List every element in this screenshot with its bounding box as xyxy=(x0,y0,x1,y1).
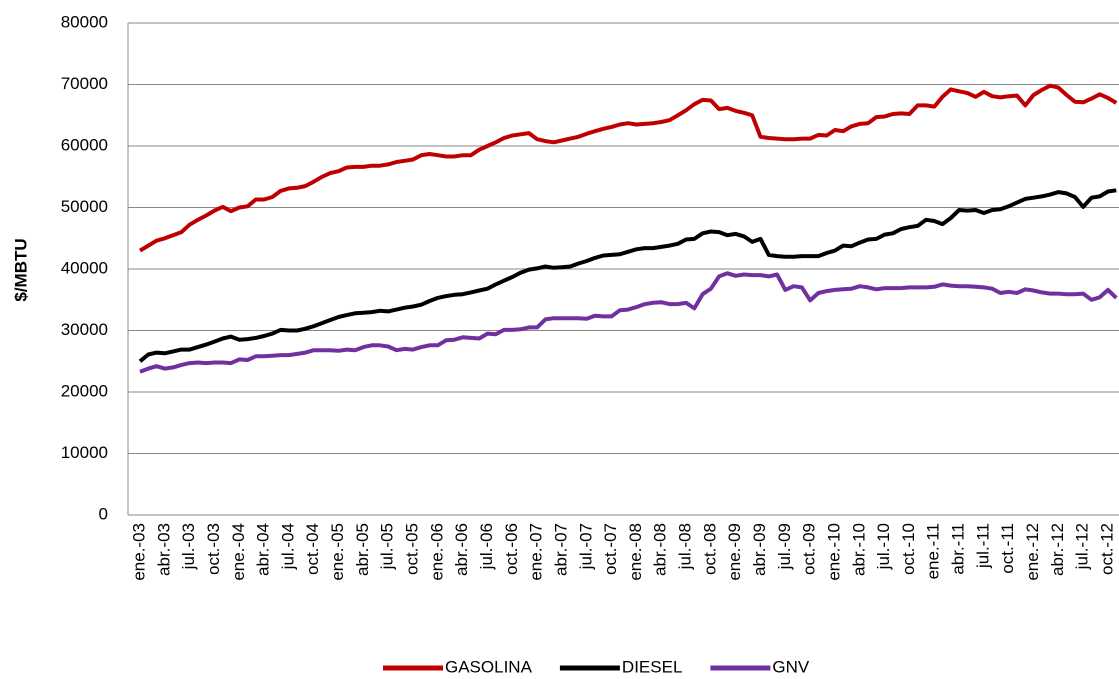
x-tick-label: ene.-12 xyxy=(1023,523,1042,581)
legend-label: GASOLINA xyxy=(445,657,533,676)
line-series xyxy=(139,271,1118,374)
x-tick-label: oct.-10 xyxy=(899,523,918,575)
x-tick-label: ene.-08 xyxy=(626,523,645,581)
x-tick-label: ene.-09 xyxy=(725,523,744,581)
x-tick-label: oct.-09 xyxy=(800,523,819,575)
y-tick-label: 0 xyxy=(99,504,108,523)
x-tick-label: jul.-09 xyxy=(775,523,794,570)
x-tick-label: ene.-11 xyxy=(924,523,943,579)
x-tick-label: ene.-05 xyxy=(328,523,347,581)
x-tick-label: abr.-03 xyxy=(154,523,173,576)
x-tick-label: jul.-11 xyxy=(973,523,992,569)
x-tick-label: oct.-11 xyxy=(998,523,1017,574)
legend-label: DIESEL xyxy=(622,657,682,676)
x-tick-label: oct.-08 xyxy=(700,523,719,575)
y-tick-label: 30000 xyxy=(61,320,108,339)
x-tick-label: ene.-10 xyxy=(824,523,843,581)
line-series xyxy=(138,188,1117,363)
y-axis-title: $/MBTU xyxy=(11,238,30,301)
x-tick-label: abr.-07 xyxy=(551,523,570,576)
y-tick-label: 10000 xyxy=(61,443,108,462)
x-tick-label: ene.-07 xyxy=(527,523,546,581)
x-tick-label: oct.-03 xyxy=(204,523,223,575)
x-tick-label: abr.-04 xyxy=(254,523,273,576)
x-tick-label: abr.-05 xyxy=(353,523,372,576)
x-tick-label: abr.-11 xyxy=(949,523,968,575)
y-tick-label: 60000 xyxy=(61,135,108,154)
x-tick-label: abr.-08 xyxy=(651,523,670,576)
x-tick-label: oct.-05 xyxy=(403,523,422,575)
x-tick-label: jul.-06 xyxy=(477,523,496,570)
legend-label: GNV xyxy=(772,657,810,676)
y-tick-label: 50000 xyxy=(61,197,108,216)
line-series xyxy=(138,83,1118,253)
x-tick-label: oct.-07 xyxy=(601,523,620,575)
x-tick-label: jul.-08 xyxy=(676,523,695,570)
x-tick-label: jul.-03 xyxy=(179,523,198,570)
x-tick-label: jul.-05 xyxy=(378,523,397,570)
x-tick-label: jul.-10 xyxy=(874,523,893,570)
x-tick-label: oct.-12 xyxy=(1097,523,1116,575)
y-tick-label: 40000 xyxy=(61,258,108,277)
x-tick-label: abr.-09 xyxy=(750,523,769,576)
x-tick-label: ene.-04 xyxy=(229,523,248,581)
y-tick-label: 70000 xyxy=(61,74,108,93)
x-tick-label: abr.-10 xyxy=(849,523,868,576)
x-tick-label: ene.-06 xyxy=(427,523,446,581)
x-tick-label: jul.-04 xyxy=(278,523,297,570)
y-tick-label: 20000 xyxy=(61,381,108,400)
x-tick-label: ene.-03 xyxy=(129,523,148,581)
x-tick-label: abr.-06 xyxy=(452,523,471,576)
x-tick-label: jul.-12 xyxy=(1073,523,1092,570)
x-tick-label: oct.-04 xyxy=(303,523,322,575)
x-tick-label: abr.-12 xyxy=(1048,523,1067,576)
x-tick-label: jul.-07 xyxy=(576,523,595,570)
y-tick-label: 80000 xyxy=(61,12,108,31)
x-tick-label: oct.-06 xyxy=(502,523,521,575)
